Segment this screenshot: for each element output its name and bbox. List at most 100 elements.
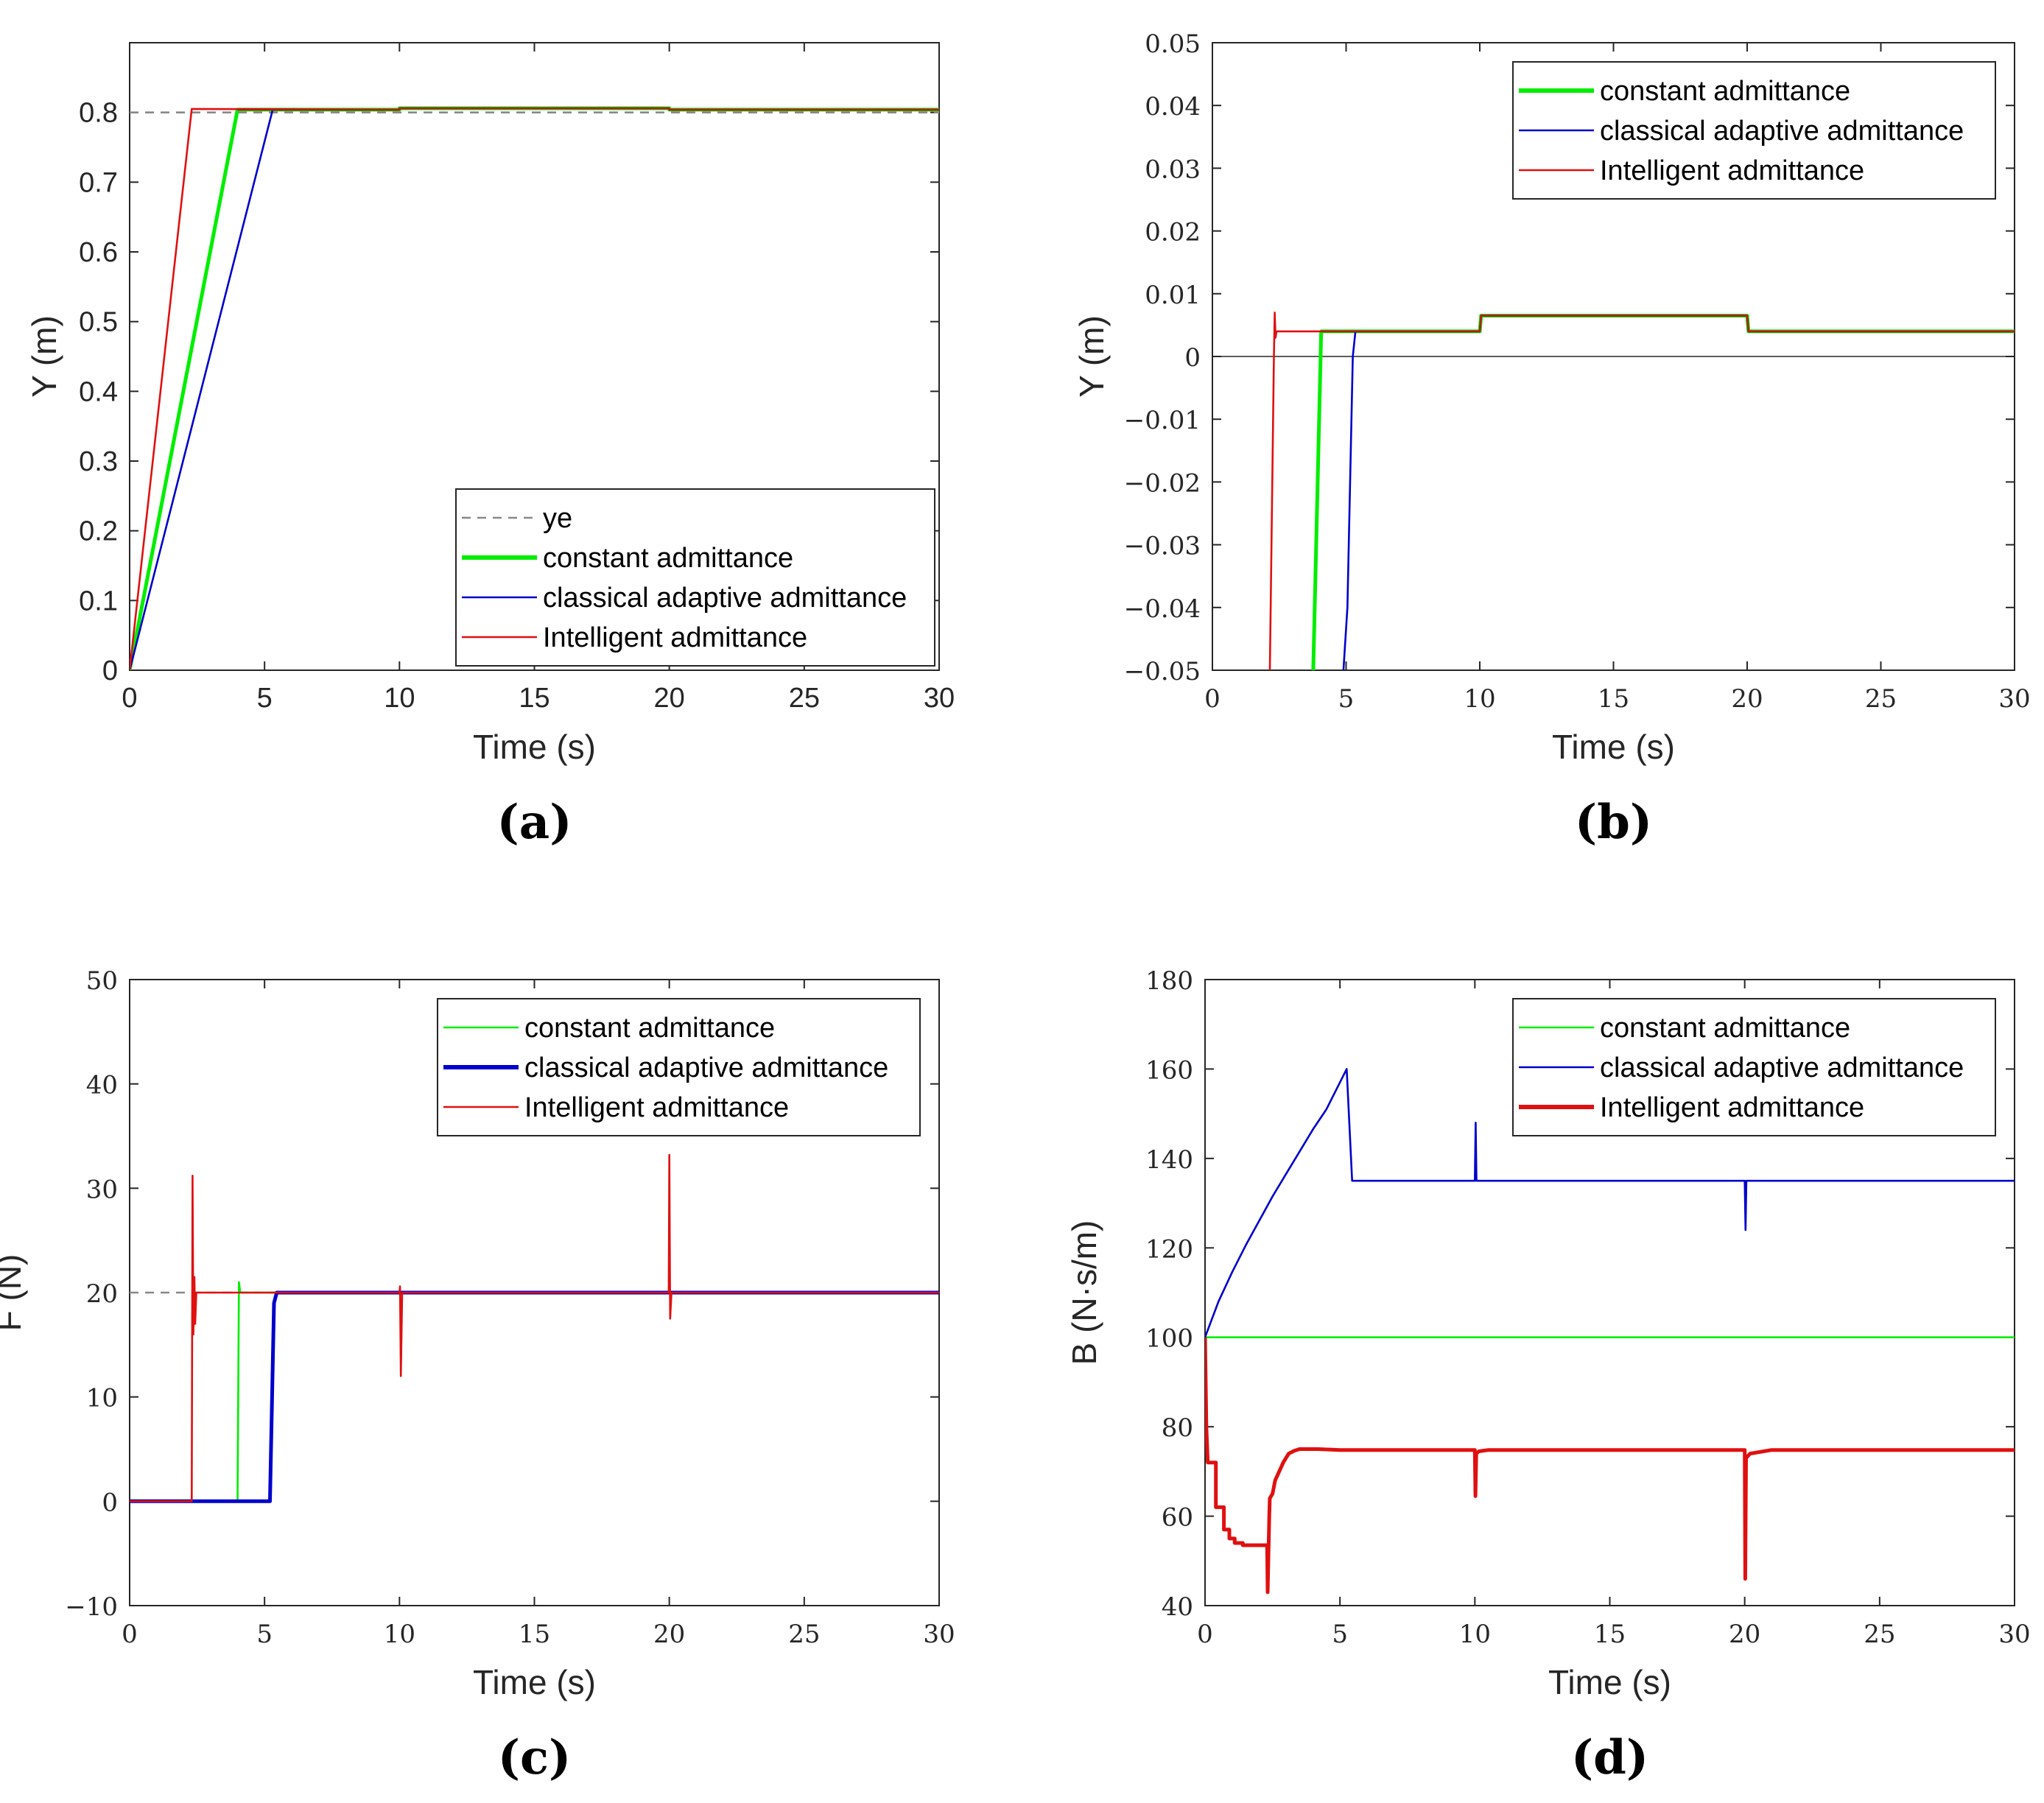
series-line-intelligent-admittance xyxy=(1205,1337,2015,1595)
series-line-classical-adaptive-admittance xyxy=(1205,1068,2015,1338)
legend-entry: constant admittance xyxy=(1600,1013,1850,1044)
y-tick-label: 0 xyxy=(1184,343,1201,373)
x-tick-label: 10 xyxy=(384,1620,415,1649)
series-group xyxy=(1205,1068,2015,1595)
y-tick-label: 0.4 xyxy=(79,376,118,407)
x-tick-label: 25 xyxy=(1864,1620,1895,1649)
x-tick-label: 30 xyxy=(1998,684,2030,714)
y-tick-label: 0.1 xyxy=(79,586,118,616)
y-tick-label: 50 xyxy=(86,966,118,996)
y-tick-label: 0.04 xyxy=(1145,92,1201,122)
y-tick-label: 120 xyxy=(1145,1234,1193,1264)
x-tick-label: 25 xyxy=(788,1620,820,1649)
legend-entry: Intelligent admittance xyxy=(543,622,807,653)
series-group xyxy=(1268,312,2015,670)
y-tick-label: 0.2 xyxy=(79,516,118,547)
y-tick-label: −0.01 xyxy=(1124,406,1201,435)
legend-entry: classical adaptive admittance xyxy=(543,583,907,614)
x-axis-label: Time (s) xyxy=(473,728,596,766)
y-tick-label: 80 xyxy=(1162,1413,1193,1443)
x-axis-label: Time (s) xyxy=(1548,1663,1671,1701)
legend-entry: Intelligent admittance xyxy=(1600,1092,1864,1123)
legend-entry: constant admittance xyxy=(524,1013,775,1044)
y-tick-label: 0.5 xyxy=(79,307,118,338)
series-group xyxy=(130,106,939,670)
series-line-overlap xyxy=(237,107,939,111)
legend-entry: classical adaptive admittance xyxy=(1600,1052,1964,1083)
y-tick-label: −0.04 xyxy=(1124,594,1201,624)
y-tick-label: 60 xyxy=(1162,1503,1193,1533)
x-axis-label: Time (s) xyxy=(473,1663,596,1701)
x-tick-label: 15 xyxy=(1598,684,1629,714)
x-tick-label: 10 xyxy=(1459,1620,1491,1649)
x-tick-label: 20 xyxy=(1731,684,1763,714)
x-tick-label: 30 xyxy=(924,683,955,714)
legend: constant admittance classical adaptive ad… xyxy=(1512,998,1996,1136)
x-tick-label: 20 xyxy=(653,1620,685,1649)
panel-caption: (c) xyxy=(498,1730,572,1785)
y-axis-label: Y (m) xyxy=(1072,315,1111,398)
x-tick-label: 15 xyxy=(1594,1620,1626,1649)
x-axis-label: Time (s) xyxy=(1552,728,1675,766)
x-tick-label: 5 xyxy=(1332,1620,1348,1649)
x-tick-label: 5 xyxy=(1338,684,1355,714)
y-tick-label: 140 xyxy=(1145,1145,1193,1175)
panel-d: 0 5 10 15 20 25 30 40 60 80 100 120 140 160 180 Time (s… xyxy=(1065,966,2031,1785)
legend: constant admittance classical adaptive ad… xyxy=(1512,61,1996,200)
legend-box xyxy=(455,488,935,667)
y-tick-label: 0.8 xyxy=(79,98,118,129)
series-group xyxy=(130,1153,939,1503)
legend-entry: constant admittance xyxy=(1600,76,1850,107)
y-axis-label: F (N) xyxy=(0,1254,28,1332)
panel-caption: (a) xyxy=(496,795,572,850)
y-tick-label: 0.03 xyxy=(1145,155,1201,184)
x-tick-label: 25 xyxy=(1865,684,1897,714)
legend-entry: Intelligent admittance xyxy=(1600,155,1864,186)
y-tick-label: −0.05 xyxy=(1124,657,1201,686)
y-tick-label: −0.02 xyxy=(1124,468,1201,498)
y-tick-label: 0 xyxy=(102,656,118,686)
series-line-intelligent-admittance xyxy=(130,1153,939,1502)
y-tick-label: −10 xyxy=(65,1592,118,1622)
y-tick-label: 0 xyxy=(102,1488,118,1517)
panel-a: 0 5 10 15 20 25 30 0 0.1 0.2 0.3 0.4 0.5 0.6 0.7 0.8 Tim… xyxy=(25,42,955,850)
x-tick-label: 10 xyxy=(384,683,415,714)
y-tick-label: 0.3 xyxy=(79,446,118,477)
y-tick-label: 30 xyxy=(86,1175,118,1204)
y-axis-label: Y (m) xyxy=(25,315,63,398)
x-tick-label: 15 xyxy=(519,683,549,714)
y-tick-label: 40 xyxy=(1162,1592,1193,1622)
y-tick-label: 40 xyxy=(86,1071,118,1100)
x-tick-label: 20 xyxy=(1729,1620,1760,1649)
y-tick-label: 20 xyxy=(86,1279,118,1309)
legend-entry: classical adaptive admittance xyxy=(1600,116,1964,147)
legend: constant admittance classical adaptive ad… xyxy=(437,998,921,1136)
y-tick-label: 100 xyxy=(1145,1324,1193,1354)
series-line-overlap xyxy=(1321,314,2015,333)
legend: ye constant admittance classical adaptive … xyxy=(455,488,935,667)
y-tick-label: 0.05 xyxy=(1145,29,1201,59)
y-tick-label: 0.6 xyxy=(79,237,118,268)
y-tick-label: 10 xyxy=(86,1384,118,1413)
x-tick-label: 10 xyxy=(1464,684,1495,714)
panel-caption: (d) xyxy=(1571,1730,1648,1785)
legend-entry: constant admittance xyxy=(543,543,793,574)
x-tick-label: 30 xyxy=(1998,1620,2030,1649)
x-tick-label: 0 xyxy=(122,1620,138,1649)
legend-entry: classical adaptive admittance xyxy=(524,1052,888,1083)
y-tick-label: 0.02 xyxy=(1145,218,1201,247)
panel-b: 0 5 10 15 20 25 30 −0.05 −0.04 −0.03 −0.02 −0.01 0 0.… xyxy=(1072,29,2031,850)
y-tick-label: 180 xyxy=(1145,966,1193,996)
panel-caption: (b) xyxy=(1575,795,1652,850)
y-axis-label: B (N·s/m) xyxy=(1065,1220,1103,1366)
x-tick-label: 0 xyxy=(1197,1620,1213,1649)
y-tick-label: 0.7 xyxy=(79,167,118,198)
x-tick-label: 5 xyxy=(257,683,273,714)
x-tick-label: 0 xyxy=(1204,684,1221,714)
x-tick-label: 15 xyxy=(519,1620,550,1649)
y-tick-label: −0.03 xyxy=(1124,532,1201,561)
x-tick-label: 25 xyxy=(789,683,820,714)
y-tick-label: 160 xyxy=(1145,1055,1193,1085)
